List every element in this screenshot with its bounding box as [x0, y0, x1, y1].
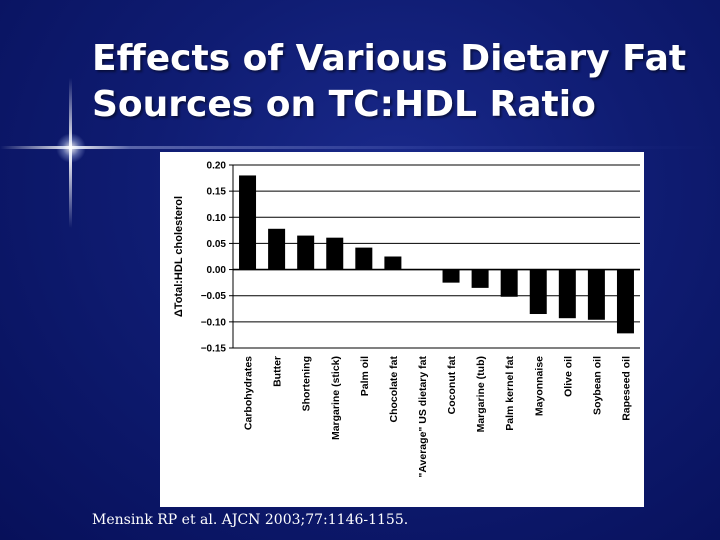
category-label: Margarine (tub) [475, 356, 487, 432]
y-tick-label: 0.10 [207, 213, 227, 224]
bar [529, 269, 547, 315]
category-label: Mayonnaise [533, 356, 545, 416]
y-tick-label: −0.10 [201, 317, 227, 328]
bar [587, 269, 605, 320]
bar [384, 256, 402, 270]
category-label: Butter [272, 356, 284, 387]
bar [268, 228, 286, 270]
y-tick-label: 0.05 [207, 239, 227, 250]
y-tick-label: 0.15 [207, 187, 227, 198]
y-tick-label: 0.20 [207, 161, 227, 172]
lens-flare-glow [56, 133, 86, 163]
bar [471, 269, 489, 288]
category-label: Coconut fat [446, 356, 458, 415]
bar-chart: 0.20 0.15 0.10 0.05 0.00 −0.05 −0.10 −0.15 ΔTota… [173, 161, 640, 478]
y-tick-label: −0.05 [201, 291, 227, 302]
category-label: Rapeseed oil [620, 356, 632, 421]
bar [355, 247, 373, 270]
bar [326, 237, 344, 270]
bar [558, 269, 576, 319]
chart-panel: 0.20 0.15 0.10 0.05 0.00 −0.05 −0.10 −0.15 ΔTota… [160, 152, 644, 507]
category-label: Chocolate fat [388, 356, 400, 423]
citation: Mensink RP et al. AJCN 2003;77:1146-1155… [92, 512, 409, 528]
slide-title: Effects of Various Dietary Fat Sources o… [92, 38, 687, 125]
category-label: Margarine (stick) [330, 356, 342, 440]
bar [239, 175, 257, 270]
bar [297, 235, 315, 270]
category-label: "Average" US dietary fat [417, 356, 429, 478]
y-tick-label: 0.00 [207, 265, 227, 276]
category-label: Olive oil [562, 356, 574, 397]
y-tick-label: −0.15 [201, 344, 227, 355]
category-label: Palm oil [359, 356, 371, 396]
bar [442, 269, 460, 283]
category-label: Soybean oil [591, 356, 603, 415]
bar [616, 269, 634, 334]
y-axis-label: ΔTotal:HDL cholesterol [173, 196, 185, 317]
lens-flare-horizontal [0, 146, 720, 149]
category-label: Shortening [301, 356, 313, 411]
bar [500, 269, 518, 297]
category-label: Carbohydrates [243, 356, 255, 430]
category-label: Palm kernel fat [504, 356, 516, 431]
